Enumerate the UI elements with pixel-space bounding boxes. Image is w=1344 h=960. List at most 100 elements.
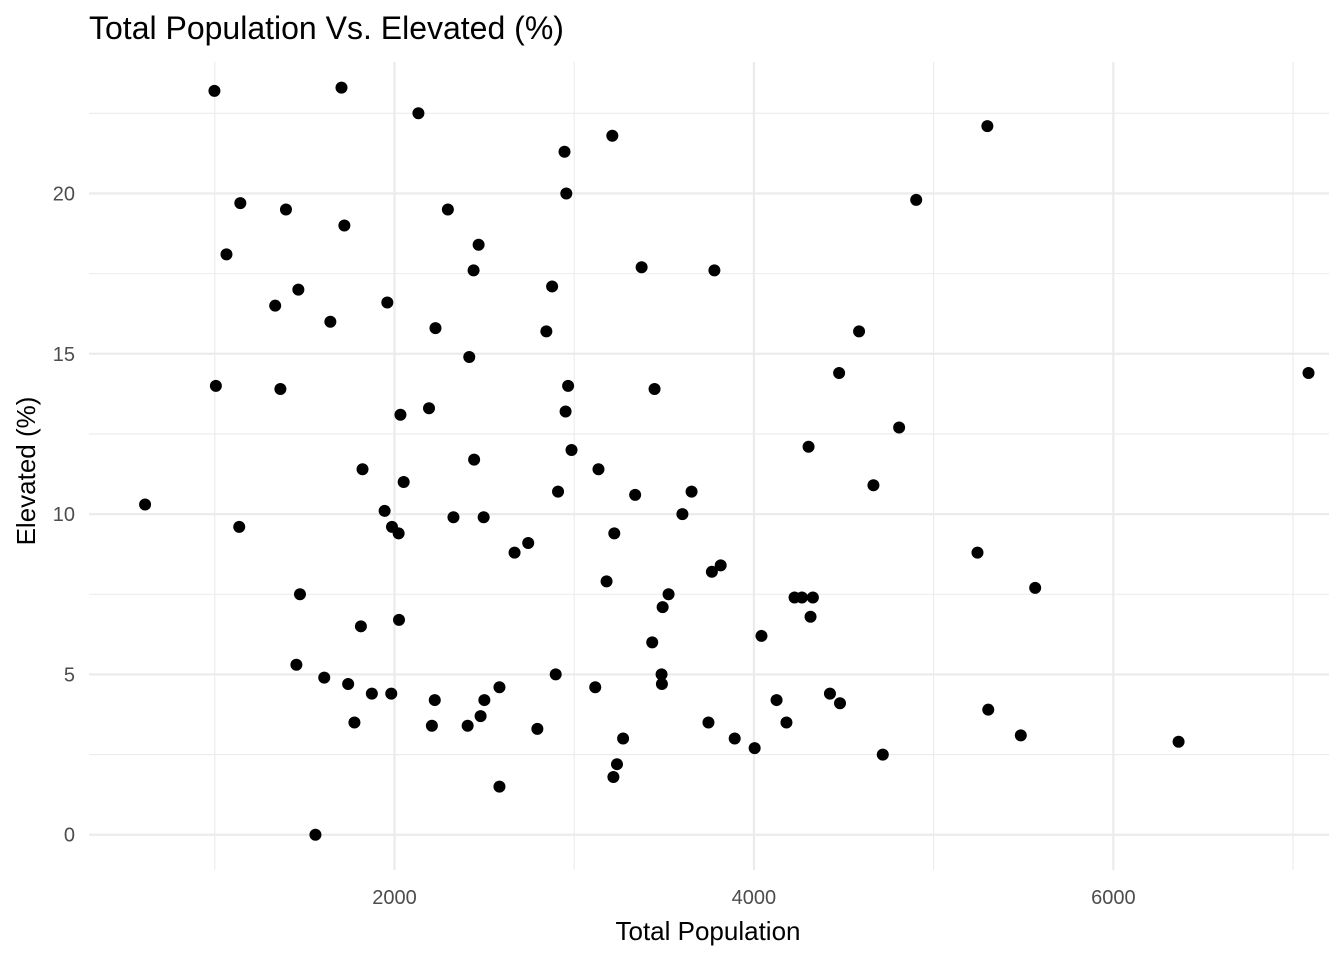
data-point — [910, 193, 923, 206]
data-point — [559, 405, 572, 418]
y-tick-label: 15 — [53, 344, 75, 366]
data-point — [655, 678, 668, 691]
data-point — [463, 350, 476, 363]
data-point — [356, 463, 369, 476]
data-point — [600, 575, 613, 588]
points-layer — [139, 81, 1315, 841]
data-point — [493, 681, 506, 694]
data-point — [540, 325, 553, 338]
data-point — [549, 668, 562, 681]
x-tick-label: 2000 — [372, 887, 417, 909]
x-tick-label: 6000 — [1091, 887, 1136, 909]
data-point — [728, 732, 741, 745]
data-point — [461, 719, 474, 732]
data-point — [804, 610, 817, 623]
data-point — [472, 238, 485, 251]
data-point — [648, 383, 661, 396]
data-point — [714, 559, 727, 572]
data-point — [279, 203, 292, 216]
data-point — [447, 511, 460, 524]
data-point — [1302, 367, 1315, 380]
data-point — [629, 488, 642, 501]
data-point — [770, 694, 783, 707]
data-point — [394, 408, 407, 421]
chart-title: Total Population Vs. Elevated (%) — [89, 10, 564, 46]
x-axis-title: Total Population — [615, 916, 800, 946]
data-point — [531, 722, 544, 735]
data-point — [607, 771, 620, 784]
data-point — [522, 536, 535, 549]
data-point — [220, 248, 233, 261]
data-point — [274, 383, 287, 396]
data-point — [823, 687, 836, 700]
data-point — [708, 264, 721, 277]
data-point — [646, 636, 659, 649]
data-point — [617, 732, 630, 745]
data-point — [292, 283, 305, 296]
data-point — [378, 504, 391, 517]
grid-layer — [89, 62, 1329, 870]
data-point — [381, 296, 394, 309]
data-point — [429, 322, 442, 335]
data-point — [1029, 581, 1042, 594]
data-point — [806, 591, 819, 604]
data-point — [385, 687, 398, 700]
data-point — [560, 187, 573, 200]
data-point — [610, 758, 623, 771]
data-point — [318, 671, 331, 684]
data-point — [833, 367, 846, 380]
data-point — [893, 421, 906, 434]
data-point — [1014, 729, 1027, 742]
data-point — [478, 694, 491, 707]
y-tick-label: 0 — [64, 825, 75, 847]
data-point — [592, 463, 605, 476]
data-point — [685, 485, 698, 498]
data-point — [397, 476, 410, 489]
data-point — [971, 546, 984, 559]
data-point — [335, 81, 348, 94]
x-axis-ticks: 2000 4000 6000 — [372, 887, 1135, 909]
data-point — [354, 620, 367, 633]
data-point — [702, 716, 715, 729]
data-point — [656, 601, 669, 614]
data-point — [589, 681, 602, 694]
y-tick-label: 10 — [53, 504, 75, 526]
data-point — [269, 299, 282, 312]
data-point — [755, 629, 768, 642]
data-point — [139, 498, 152, 511]
data-point — [309, 828, 322, 841]
data-point — [546, 280, 559, 293]
data-point — [748, 742, 761, 755]
data-point — [562, 379, 575, 392]
data-point — [867, 479, 880, 492]
y-tick-label: 5 — [64, 664, 75, 686]
y-axis-ticks: 0 5 10 15 20 — [53, 183, 75, 846]
data-point — [474, 710, 487, 723]
data-point — [606, 129, 619, 142]
data-point — [655, 668, 668, 681]
data-point — [365, 687, 378, 700]
data-point — [635, 261, 648, 274]
data-point — [565, 443, 578, 456]
data-point — [608, 527, 621, 540]
data-point — [468, 453, 481, 466]
y-axis-title: Elevated (%) — [11, 397, 41, 546]
data-point — [412, 107, 425, 120]
data-point — [477, 511, 490, 524]
data-point — [508, 546, 521, 559]
data-point — [342, 678, 355, 691]
data-point — [552, 485, 565, 498]
data-point — [795, 591, 808, 604]
data-point — [876, 748, 889, 761]
data-point — [834, 697, 847, 710]
data-point — [208, 84, 221, 97]
data-point — [423, 402, 436, 415]
data-point — [780, 716, 793, 729]
data-point — [558, 145, 571, 158]
data-point — [393, 613, 405, 626]
data-point — [676, 508, 689, 521]
data-point — [981, 120, 994, 133]
x-tick-label: 4000 — [732, 887, 777, 909]
y-tick-label: 20 — [53, 183, 75, 205]
